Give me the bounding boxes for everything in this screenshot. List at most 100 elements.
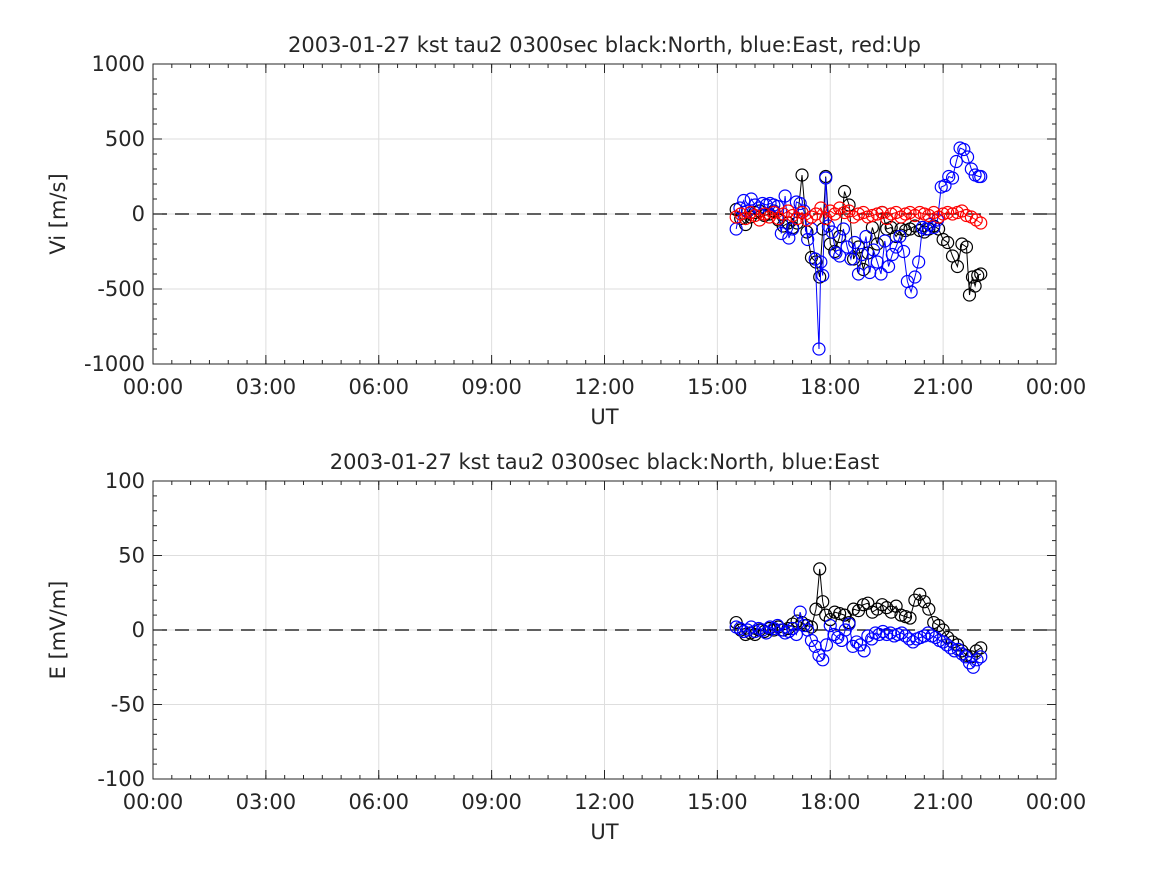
efield-series-east-point — [819, 638, 834, 652]
velocity-series-up-point — [941, 205, 955, 220]
velocity-y-tick-label: 0 — [132, 202, 145, 226]
efield-series-east-point — [944, 641, 958, 655]
efield-series-north-point — [932, 618, 946, 633]
velocity-series-east-point — [957, 142, 971, 157]
velocity-series-north-point — [833, 229, 847, 244]
velocity-x-tick-label: 15:00 — [687, 375, 748, 399]
velocity-series-east-point — [919, 222, 933, 236]
efield-series-north-point — [813, 562, 827, 576]
efield-series-east-point — [797, 618, 811, 633]
velocity-series-east-point — [829, 246, 843, 260]
velocity-x-tick-label: 18:00 — [800, 375, 861, 399]
velocity-x-tick-label: 00:00 — [123, 375, 184, 399]
velocity-series-up-point — [865, 208, 879, 223]
velocity-series-up-point — [771, 211, 785, 226]
velocity-series-up-point — [748, 208, 762, 223]
velocity-x-tick-label: 21:00 — [913, 375, 974, 399]
electric-field-panel: 2003-01-27 kst tau2 0300sec black:North,… — [46, 450, 1086, 844]
velocity-y-tick-label: -1000 — [84, 352, 145, 376]
velocity-series-up-point — [833, 201, 847, 215]
efield-series-east-point — [906, 635, 920, 649]
efield-series-north-point — [880, 601, 894, 615]
velocity-x-tick-label: 00:00 — [1026, 375, 1087, 399]
efield-x-axis-label: UT — [590, 820, 618, 844]
velocity-series-east-point — [974, 169, 988, 184]
efield-series-east-point — [789, 627, 803, 642]
velocity-series-up-point — [955, 204, 969, 218]
velocity-series-north-point — [941, 235, 955, 250]
velocity-series-up-point — [734, 207, 748, 221]
velocity-series-up-point — [880, 211, 894, 226]
efield-x-tick-label: 06:00 — [348, 790, 409, 814]
efield-series-east-point — [812, 648, 826, 662]
velocity-series-east-point — [927, 220, 941, 235]
velocity-series-east-point — [782, 231, 796, 245]
efield-series-east-point — [816, 653, 830, 667]
efield-series-north-point — [809, 602, 823, 616]
efield-series-north-point — [913, 587, 927, 601]
efield-series-east-point — [921, 626, 935, 640]
efield-series-east-point — [823, 618, 837, 633]
velocity-series-up-point — [851, 207, 866, 221]
velocity-series-up-point — [889, 205, 903, 220]
velocity-series-up-point — [781, 204, 795, 218]
efield-series-north-point — [917, 595, 931, 609]
velocity-panel: 2003-01-27 kst tau2 0300sec black:North,… — [46, 33, 1086, 429]
efield-series-north-point — [903, 611, 917, 625]
velocity-chart-title: 2003-01-27 kst tau2 0300sec black:North,… — [288, 33, 921, 57]
velocity-x-tick-label: 06:00 — [348, 375, 409, 399]
efield-x-tick-label: 00:00 — [123, 790, 184, 814]
velocity-x-tick-label: 03:00 — [236, 375, 297, 399]
efield-x-tick-label: 15:00 — [687, 790, 748, 814]
efield-y-tick-label: 100 — [105, 469, 145, 493]
efield-x-tick-label: 12:00 — [574, 790, 635, 814]
velocity-series-north-point — [959, 240, 974, 254]
velocity-series-north-point — [968, 279, 982, 293]
efield-series-east-point — [876, 624, 890, 639]
velocity-x-axis-label: UT — [590, 405, 618, 429]
velocity-series-up-point — [856, 205, 870, 220]
velocity-series-east-point — [874, 267, 888, 281]
velocity-series-north-point — [945, 249, 960, 263]
efield-series-east-point — [831, 630, 845, 645]
velocity-series-east-point — [938, 178, 952, 193]
velocity-series-east-point — [793, 196, 807, 211]
efield-series-east-point — [962, 656, 977, 670]
efield-x-tick-label: 03:00 — [236, 790, 297, 814]
efield-series-east — [729, 605, 988, 674]
velocity-series-east-point — [774, 226, 788, 241]
efield-y-tick-label: 50 — [118, 544, 145, 568]
velocity-series-east-point — [855, 247, 869, 262]
velocity-series-north-point — [889, 229, 903, 244]
velocity-series-east-point — [870, 255, 884, 269]
velocity-series-up-point — [814, 201, 828, 215]
efield-series-east-point — [770, 618, 785, 633]
efield-series-east-point — [951, 642, 965, 656]
velocity-y-tick-label: 1000 — [92, 52, 145, 76]
velocity-series-east-point — [904, 285, 918, 299]
velocity-series-north-point — [974, 267, 988, 281]
velocity-series-east-point — [881, 259, 896, 274]
velocity-series-east-point — [748, 198, 762, 212]
efield-y-axis-label: E [mV/m] — [46, 581, 70, 680]
velocity-series-east-point — [897, 244, 911, 259]
velocity-y-axis-label: Vi [m/s] — [46, 173, 70, 254]
efield-series-east-point — [883, 626, 898, 640]
efield-series-north-point — [837, 608, 852, 622]
velocity-series-east-point — [814, 255, 828, 269]
efield-series-north-point — [974, 641, 988, 655]
efield-series-east-point — [966, 660, 980, 674]
efield-y-tick-label: -50 — [111, 693, 145, 717]
efield-series-north-point — [816, 595, 830, 609]
velocity-series-east-point — [848, 235, 862, 250]
efield-series-east-point — [846, 639, 860, 653]
efield-series-north-point — [828, 605, 842, 619]
efield-series-east-point — [970, 653, 984, 667]
velocity-series-up — [729, 201, 988, 230]
velocity-series-east-point — [778, 189, 792, 203]
velocity-series-east-point — [923, 217, 937, 232]
efield-x-tick-label: 00:00 — [1026, 790, 1087, 814]
efield-series-east-point — [928, 630, 943, 645]
velocity-series-east-point — [836, 222, 851, 236]
velocity-series-east-point — [908, 270, 922, 284]
